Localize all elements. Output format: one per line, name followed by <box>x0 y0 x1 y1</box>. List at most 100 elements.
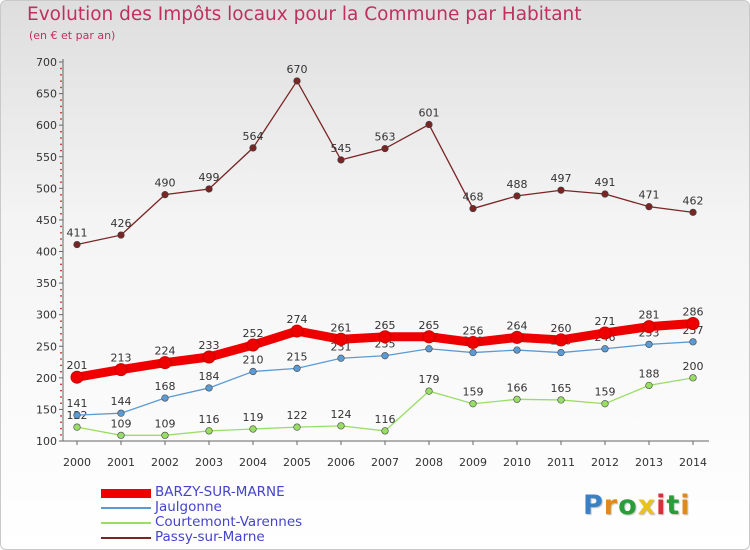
x-tick-label: 2009 <box>459 456 487 469</box>
data-label: 601 <box>419 107 440 120</box>
y-minor-tick <box>60 74 62 76</box>
data-point <box>557 348 565 357</box>
data-label: 260 <box>551 322 572 335</box>
y-tick-label: 600 <box>36 119 57 132</box>
data-label: 252 <box>243 327 264 340</box>
data-label: 564 <box>243 130 264 143</box>
y-minor-tick <box>60 269 62 272</box>
x-tick-label: 2000 <box>63 456 91 469</box>
y-minor-tick <box>60 263 62 266</box>
y-minor-tick <box>60 105 62 108</box>
data-label: 261 <box>331 321 352 334</box>
data-label: 122 <box>287 409 308 422</box>
data-label: 215 <box>287 350 308 363</box>
data-label: 200 <box>683 360 704 373</box>
y-minor-tick <box>60 402 62 404</box>
x-tick-label: 2002 <box>151 456 179 469</box>
data-point <box>290 324 304 338</box>
y-minor-tick <box>60 358 62 360</box>
series-line <box>76 79 694 246</box>
data-point <box>510 330 524 344</box>
data-point <box>469 400 477 408</box>
data-label: 426 <box>111 217 132 230</box>
y-minor-tick <box>60 257 62 259</box>
data-point <box>249 144 257 152</box>
y-minor-tick <box>60 339 62 341</box>
y-minor-tick <box>60 143 62 146</box>
y-minor-tick <box>60 181 62 183</box>
data-label: 411 <box>67 227 88 240</box>
data-label: 499 <box>199 171 220 184</box>
y-minor-tick <box>60 389 62 392</box>
data-point <box>425 387 433 395</box>
legend-swatch <box>101 507 151 509</box>
x-tick-label: 2007 <box>371 456 399 469</box>
y-minor-tick <box>60 194 62 196</box>
data-point <box>513 346 521 354</box>
y-tick-label: 450 <box>36 214 57 227</box>
data-point <box>381 352 389 360</box>
x-tick-label: 2014 <box>679 456 707 469</box>
y-tick-label: 250 <box>36 340 57 353</box>
data-label: 256 <box>463 324 484 337</box>
data-label: 119 <box>243 411 264 424</box>
y-minor-tick <box>60 427 62 430</box>
y-tick-label: 400 <box>36 246 57 259</box>
data-point <box>601 190 609 198</box>
data-point <box>293 77 301 85</box>
data-label: 213 <box>111 352 132 365</box>
y-tick-label: 650 <box>36 88 57 101</box>
data-point <box>425 345 433 353</box>
data-label: 144 <box>111 395 132 408</box>
x-tick-label: 2008 <box>415 456 443 469</box>
data-point <box>73 411 81 419</box>
data-point <box>601 400 609 408</box>
logo-letter: i <box>656 490 667 521</box>
data-label: 210 <box>243 354 264 367</box>
y-minor-tick <box>60 162 62 164</box>
data-label: 264 <box>507 319 528 332</box>
logo-letter: x <box>637 490 657 521</box>
y-minor-tick <box>60 67 62 70</box>
data-label: 166 <box>507 381 528 394</box>
y-minor-tick <box>60 99 62 101</box>
y-minor-tick <box>60 383 62 386</box>
data-point <box>73 423 81 431</box>
y-minor-tick <box>60 232 62 234</box>
data-label: 471 <box>639 189 660 202</box>
y-minor-tick <box>60 352 62 354</box>
data-point <box>381 427 389 435</box>
data-point <box>469 348 477 357</box>
data-point <box>334 332 348 346</box>
data-label: 224 <box>155 345 176 358</box>
data-label: 265 <box>375 319 396 332</box>
logo-letter: t <box>666 490 681 521</box>
data-point <box>425 120 433 129</box>
y-minor-tick <box>60 238 62 240</box>
x-tick-label: 2001 <box>107 456 135 469</box>
y-minor-tick <box>60 225 62 228</box>
data-label: 670 <box>287 63 308 76</box>
data-point <box>689 374 697 382</box>
x-tick-label: 2011 <box>547 456 575 469</box>
x-tick-label: 2012 <box>591 456 619 469</box>
chart-subtitle: (en € et par an) <box>29 29 116 42</box>
data-point <box>117 431 125 439</box>
y-tick-label: 200 <box>36 372 57 385</box>
data-label: 179 <box>419 373 440 386</box>
data-label: 201 <box>67 359 88 372</box>
y-tick-label: 500 <box>36 182 57 195</box>
y-minor-tick <box>60 288 62 291</box>
y-tick-label: 700 <box>36 56 57 69</box>
data-label: 233 <box>199 339 220 352</box>
legend-swatch <box>101 522 151 524</box>
data-point <box>205 427 213 435</box>
y-minor-tick <box>60 320 62 322</box>
y-minor-tick <box>60 307 62 310</box>
y-minor-tick <box>60 396 62 398</box>
data-point <box>337 422 345 430</box>
data-point <box>554 333 568 347</box>
y-minor-tick <box>60 213 62 215</box>
x-tick-label: 2013 <box>635 456 663 469</box>
